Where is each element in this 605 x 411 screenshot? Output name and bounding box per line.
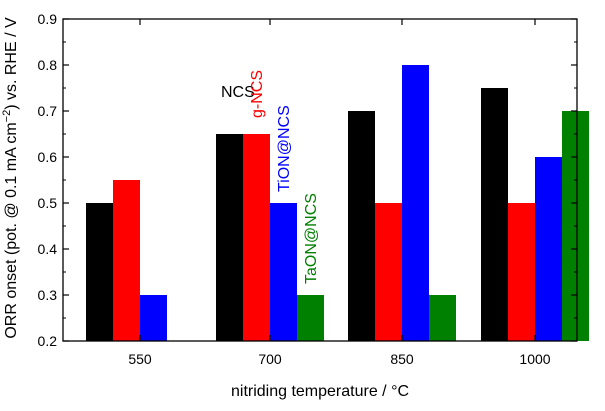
x-axis-label: nitriding temperature / °C: [231, 383, 409, 400]
y-tick-label: 0.3: [38, 287, 58, 303]
bar-g-ncs-550: [113, 180, 140, 341]
bars-layer: [86, 65, 589, 341]
annotation-ncs: NCS: [221, 84, 255, 101]
annotation-tion-ncs: TiON@NCS: [276, 105, 293, 192]
y-axis-label-superscript: −2: [1, 110, 13, 123]
y-tick-label: 0.9: [38, 11, 58, 27]
annotation-g-ncs: g-NCS: [249, 70, 266, 118]
y-tick-label: 0.4: [38, 241, 58, 257]
x-tick-label: 700: [258, 351, 282, 367]
bar-ncs-1000: [481, 88, 508, 341]
bar-g-ncs-700: [243, 134, 270, 341]
series-annotations: NCS g-NCS TiON@NCS TaON@NCS: [221, 70, 320, 284]
bar-taon-ncs-850: [429, 295, 456, 341]
bar-taon-ncs-700: [297, 295, 324, 341]
x-tick-label: 1000: [519, 351, 550, 367]
x-tick-label: 550: [128, 351, 152, 367]
y-tick-label: 0.7: [38, 103, 58, 119]
ticks-layer: 0.2 0.3 0.4 0.5 0.6 0.7 0.8 0.9 550 700 850 1000: [38, 11, 577, 367]
y-tick-label: 0.6: [38, 149, 58, 165]
y-axis-label-tail: ) vs. RHE / V: [3, 17, 20, 110]
y-tick-label: 0.5: [38, 195, 58, 211]
bar-ncs-850: [348, 111, 375, 341]
bar-tion-ncs-850: [402, 65, 429, 341]
bar-ncs-550: [86, 203, 113, 341]
bar-tion-ncs-700: [270, 203, 297, 341]
bar-tion-ncs-550: [140, 295, 167, 341]
y-tick-label: 0.8: [38, 57, 58, 73]
y-axis-label: ORR onset (pot. @ 0.1 mA cm−2) vs. RHE /…: [1, 17, 20, 339]
bar-tion-ncs-1000: [535, 157, 562, 341]
y-axis-label-main: ORR onset (pot. @ 0.1 mA cm: [3, 122, 20, 338]
x-tick-label: 850: [390, 351, 414, 367]
bar-ncs-700: [216, 134, 243, 341]
bar-g-ncs-850: [375, 203, 402, 341]
bar-g-ncs-1000: [508, 203, 535, 341]
annotation-taon-ncs: TaON@NCS: [303, 193, 320, 284]
y-tick-label: 0.2: [38, 333, 58, 349]
